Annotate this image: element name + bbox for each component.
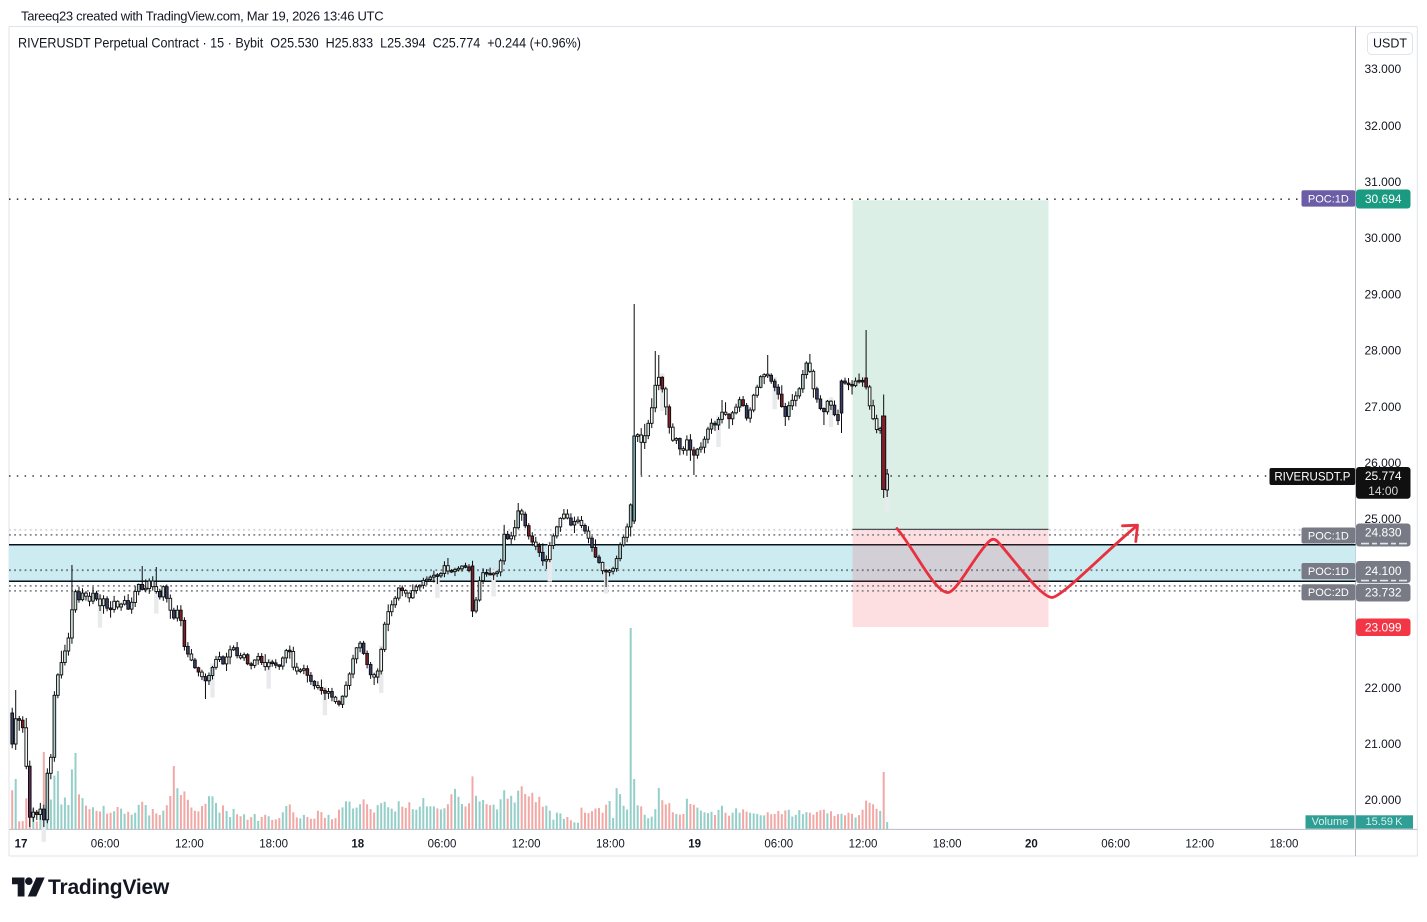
svg-text:18: 18 xyxy=(351,838,364,850)
svg-text:Volume: Volume xyxy=(1312,816,1349,828)
svg-text:RIVERUSDT.P: RIVERUSDT.P xyxy=(1274,471,1350,483)
svg-text:15.59 K: 15.59 K xyxy=(1365,816,1403,828)
svg-text:30.000: 30.000 xyxy=(1365,231,1402,245)
svg-text:TradingView: TradingView xyxy=(48,876,170,899)
svg-text:12:00: 12:00 xyxy=(512,838,541,850)
svg-text:18:00: 18:00 xyxy=(933,838,962,850)
svg-text:24.100: 24.100 xyxy=(1365,564,1402,578)
svg-text:20.000: 20.000 xyxy=(1365,793,1402,807)
svg-text:17: 17 xyxy=(15,838,28,850)
svg-text:26.000: 26.000 xyxy=(1365,456,1402,470)
svg-text:25.774: 25.774 xyxy=(1365,469,1402,483)
svg-text:RIVERUSDT Perpetual Contract ·: RIVERUSDT Perpetual Contract · 15 · Bybi… xyxy=(18,35,581,51)
svg-text:POC:1D: POC:1D xyxy=(1308,566,1349,578)
svg-text:23.732: 23.732 xyxy=(1365,586,1402,600)
svg-text:31.000: 31.000 xyxy=(1365,175,1402,189)
svg-text:18:00: 18:00 xyxy=(1270,838,1299,850)
svg-text:29.000: 29.000 xyxy=(1365,288,1402,302)
svg-text:30.694: 30.694 xyxy=(1365,192,1402,206)
svg-text:19: 19 xyxy=(688,838,701,850)
svg-text:06:00: 06:00 xyxy=(764,838,793,850)
svg-text:06:00: 06:00 xyxy=(1101,838,1130,850)
svg-text:33.000: 33.000 xyxy=(1365,62,1402,76)
svg-text:22.000: 22.000 xyxy=(1365,681,1402,695)
svg-text:06:00: 06:00 xyxy=(428,838,457,850)
svg-text:USDT: USDT xyxy=(1373,37,1407,51)
svg-text:25.000: 25.000 xyxy=(1365,512,1402,526)
svg-text:20: 20 xyxy=(1025,838,1038,850)
svg-text:POC:1D: POC:1D xyxy=(1308,193,1349,205)
svg-text:21.000: 21.000 xyxy=(1365,737,1402,751)
svg-text:24.830: 24.830 xyxy=(1365,525,1402,539)
svg-text:POC:1D: POC:1D xyxy=(1308,530,1349,542)
svg-text:POC:2D: POC:2D xyxy=(1308,587,1349,599)
svg-text:27.000: 27.000 xyxy=(1365,400,1402,414)
svg-text:12:00: 12:00 xyxy=(175,838,204,850)
svg-text:06:00: 06:00 xyxy=(91,838,120,850)
svg-text:12:00: 12:00 xyxy=(849,838,878,850)
svg-text:18:00: 18:00 xyxy=(259,838,288,850)
svg-text:23.099: 23.099 xyxy=(1365,620,1402,634)
svg-text:32.000: 32.000 xyxy=(1365,119,1402,133)
svg-text:18:00: 18:00 xyxy=(596,838,625,850)
svg-text:Tareeq23 created with TradingV: Tareeq23 created with TradingView.com, M… xyxy=(21,8,383,23)
svg-text:12:00: 12:00 xyxy=(1185,838,1214,850)
svg-text:28.000: 28.000 xyxy=(1365,344,1402,358)
svg-text:14:00: 14:00 xyxy=(1368,484,1398,498)
